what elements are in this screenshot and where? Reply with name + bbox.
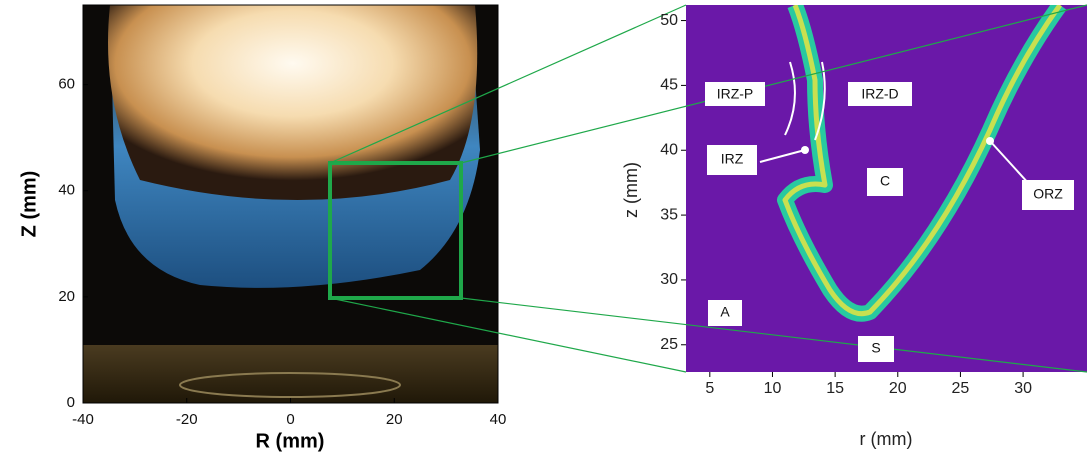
figure: IRZ-P IRZ-D IRZ C ORZ A S R (mm) Z (mm) …: [0, 0, 1087, 459]
y-axis-label: z (mm): [621, 162, 641, 218]
x-tick-label: 20: [889, 380, 907, 397]
x-tick-label: 5: [705, 380, 714, 397]
x-axis-label: r (mm): [860, 429, 913, 449]
y-tick-label: 40: [660, 141, 678, 158]
x-tick-label: 30: [1014, 380, 1032, 397]
y-tick-label: 60: [58, 76, 75, 93]
annotation: A: [720, 304, 730, 320]
x-tick-label: 20: [386, 411, 403, 428]
y-tick-label: 45: [660, 77, 678, 94]
annotation: ORZ: [1033, 186, 1063, 202]
y-axis-label: Z (mm): [18, 171, 40, 238]
x-axis-label: R (mm): [256, 430, 325, 452]
y-tick-label: 0: [67, 394, 75, 411]
x-tick-label: 0: [286, 411, 294, 428]
x-tick-label: 40: [490, 411, 507, 428]
x-tick-label: 10: [764, 380, 782, 397]
x-tick-label: 15: [826, 380, 844, 397]
annotation: IRZ-D: [861, 86, 898, 102]
y-tick-label: 20: [58, 288, 75, 305]
annotation: C: [880, 173, 890, 189]
y-tick-label: 25: [660, 336, 678, 353]
annotation: IRZ-P: [717, 86, 754, 102]
x-tick-label: -20: [176, 411, 198, 428]
y-tick-label: 50: [660, 12, 678, 29]
x-tick-label: -40: [72, 411, 94, 428]
flame-photo: [83, 5, 498, 403]
y-tick-label: 35: [660, 206, 678, 223]
x-tick-label: 25: [952, 380, 970, 397]
y-tick-label: 40: [58, 182, 75, 199]
y-tick-label: 30: [660, 271, 678, 288]
annotation: S: [871, 340, 880, 356]
annotation: IRZ: [721, 151, 744, 167]
